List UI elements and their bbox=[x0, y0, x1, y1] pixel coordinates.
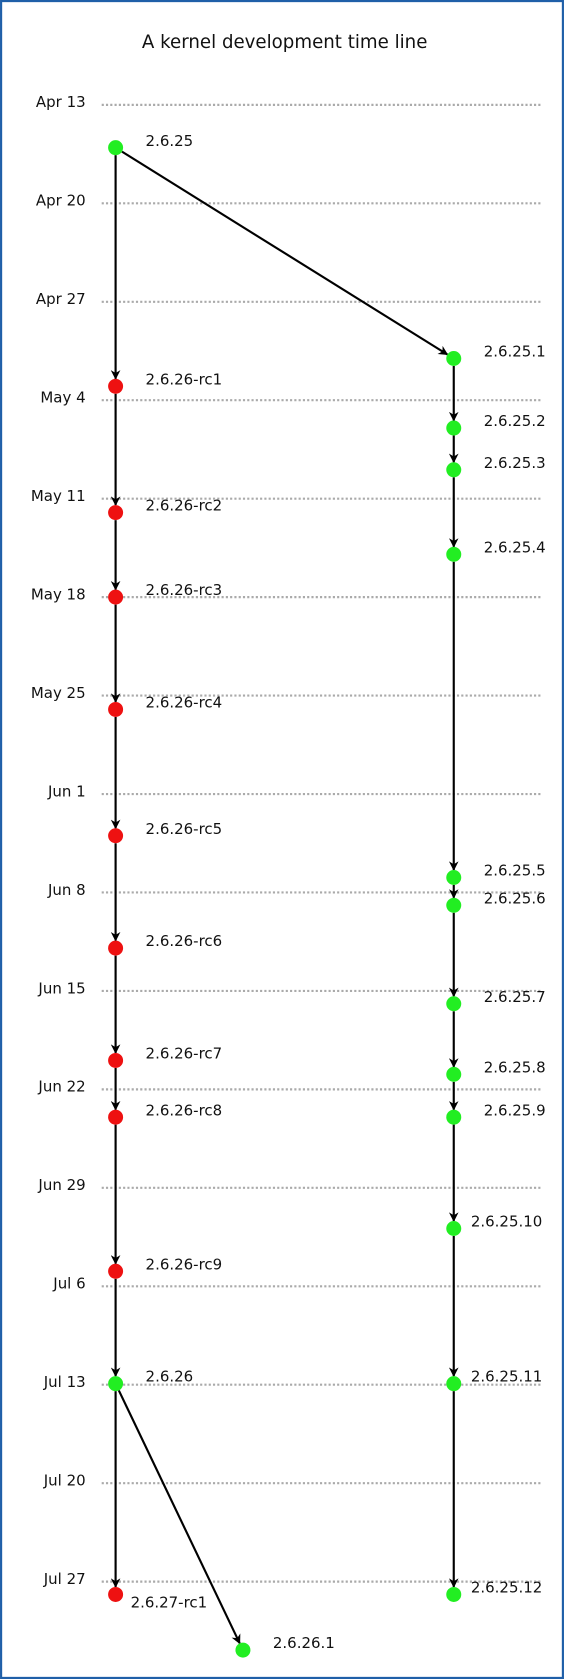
version-node bbox=[108, 828, 124, 844]
edge-arrow bbox=[121, 150, 449, 356]
date-label: May 4 bbox=[40, 389, 85, 407]
version-label: 2.6.26-rc8 bbox=[146, 1101, 223, 1119]
version-node bbox=[446, 897, 462, 913]
version-node bbox=[446, 996, 462, 1012]
version-label: 2.6.25.8 bbox=[484, 1058, 546, 1076]
version-label: 2.6.26-rc1 bbox=[146, 370, 223, 388]
date-label: Jul 6 bbox=[52, 1275, 85, 1293]
version-node bbox=[108, 589, 124, 605]
date-label: May 18 bbox=[31, 585, 86, 603]
version-node bbox=[446, 420, 462, 436]
version-node bbox=[108, 940, 124, 956]
version-node bbox=[446, 869, 462, 885]
date-label: May 11 bbox=[31, 487, 86, 505]
version-label: 2.6.25.9 bbox=[484, 1101, 546, 1119]
version-node bbox=[446, 462, 462, 478]
edge-arrow bbox=[117, 1389, 241, 1645]
version-label: 2.6.25.3 bbox=[484, 454, 546, 472]
version-label: 2.6.26-rc9 bbox=[146, 1255, 223, 1273]
version-node bbox=[108, 1263, 124, 1279]
date-label: Jun 22 bbox=[37, 1078, 85, 1096]
date-label: Apr 20 bbox=[36, 192, 86, 210]
version-label: 2.6.25.12 bbox=[471, 1579, 542, 1597]
version-node bbox=[108, 1052, 124, 1068]
version-label: 2.6.26-rc2 bbox=[146, 497, 223, 515]
version-label: 2.6.25.5 bbox=[484, 862, 546, 880]
version-label: 2.6.25.6 bbox=[484, 889, 546, 907]
date-label: Jul 20 bbox=[43, 1472, 86, 1490]
version-node bbox=[108, 140, 124, 156]
version-node bbox=[108, 1376, 124, 1392]
version-label: 2.6.27-rc1 bbox=[131, 1594, 208, 1612]
version-label: 2.6.26-rc7 bbox=[146, 1045, 223, 1063]
date-label: Jun 8 bbox=[47, 881, 86, 899]
version-label: 2.6.25.1 bbox=[484, 343, 546, 361]
date-label: Apr 27 bbox=[36, 290, 86, 308]
version-label: 2.6.26 bbox=[146, 1368, 194, 1386]
date-label: Jul 13 bbox=[43, 1373, 86, 1391]
diagram-title: A kernel development time line bbox=[142, 32, 427, 53]
date-label: Jul 27 bbox=[43, 1570, 86, 1588]
version-node bbox=[108, 701, 124, 717]
date-label: Jun 29 bbox=[37, 1176, 85, 1194]
date-label: Jun 1 bbox=[47, 782, 86, 800]
version-node bbox=[446, 1586, 462, 1602]
version-node bbox=[446, 350, 462, 366]
version-node bbox=[108, 1109, 124, 1125]
version-label: 2.6.25.7 bbox=[484, 988, 546, 1006]
version-node bbox=[108, 378, 124, 394]
version-label: 2.6.26-rc6 bbox=[146, 932, 223, 950]
version-node bbox=[446, 1220, 462, 1236]
version-label: 2.6.26-rc3 bbox=[146, 581, 223, 599]
version-label: 2.6.25 bbox=[146, 132, 194, 150]
date-label: Jun 15 bbox=[37, 979, 85, 997]
version-label: 2.6.25.4 bbox=[484, 538, 546, 556]
version-label: 2.6.26.1 bbox=[273, 1634, 335, 1652]
version-node bbox=[446, 1376, 462, 1392]
version-node bbox=[108, 1586, 124, 1602]
version-node bbox=[446, 546, 462, 562]
date-label: Apr 13 bbox=[36, 93, 86, 111]
version-node bbox=[446, 1109, 462, 1125]
version-label: 2.6.25.10 bbox=[471, 1213, 542, 1231]
version-label: 2.6.26-rc5 bbox=[146, 820, 223, 838]
version-label: 2.6.26-rc4 bbox=[146, 694, 223, 712]
version-node bbox=[446, 1066, 462, 1082]
version-label: 2.6.25.2 bbox=[484, 412, 546, 430]
date-label: May 25 bbox=[31, 684, 86, 702]
version-node bbox=[235, 1642, 251, 1658]
version-label: 2.6.25.11 bbox=[471, 1368, 542, 1386]
version-node bbox=[108, 505, 124, 521]
